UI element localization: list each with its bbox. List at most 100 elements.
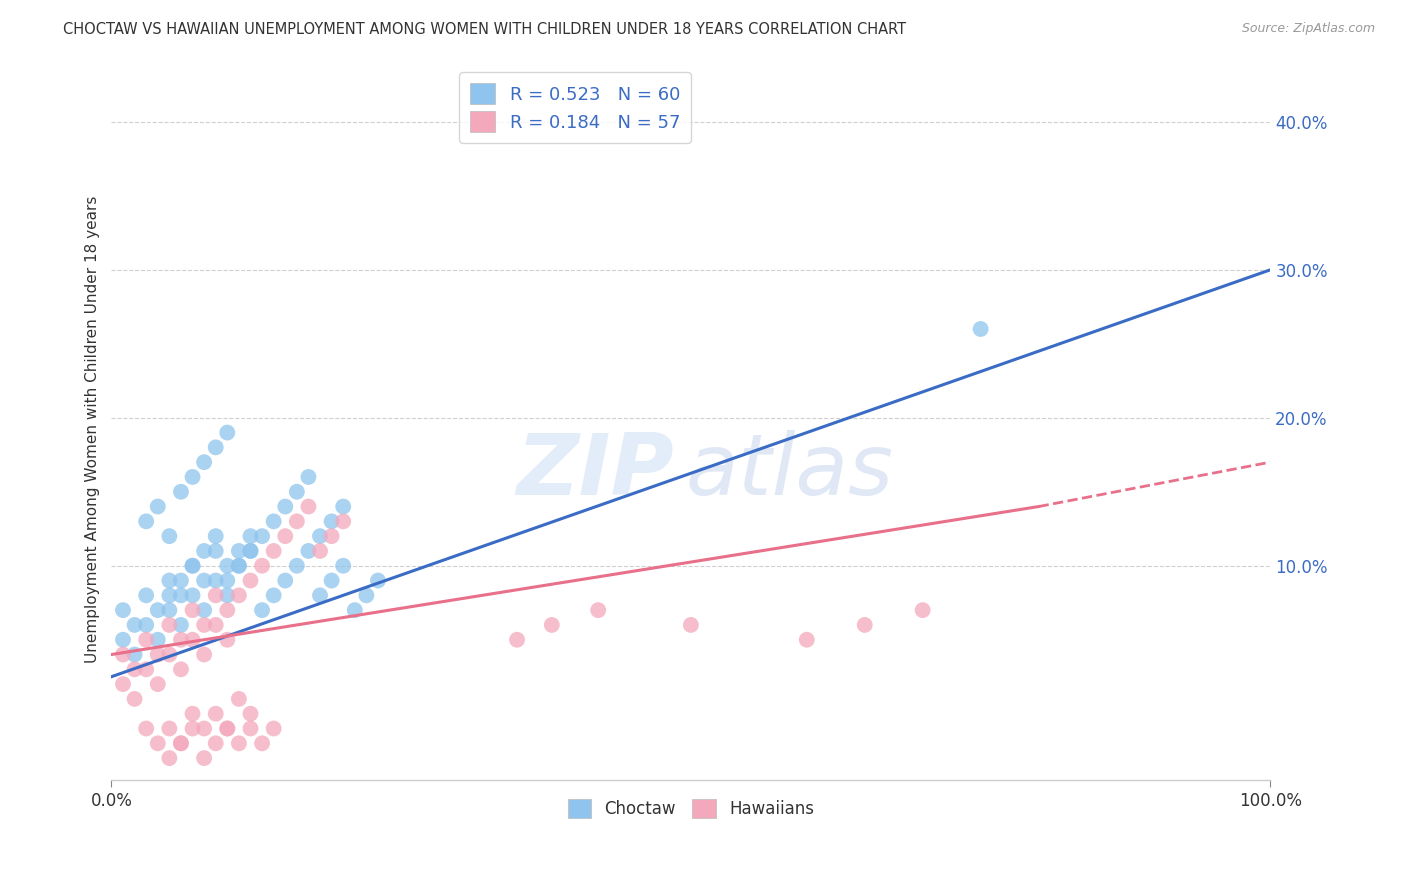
Point: [285, 514, 308, 528]
Point: [274, 574, 297, 588]
Point: [170, 484, 193, 499]
Point: [228, 692, 250, 706]
Point: [111, 632, 134, 647]
Point: [204, 706, 226, 721]
Point: [540, 618, 562, 632]
Point: [239, 706, 262, 721]
Point: [204, 529, 226, 543]
Point: [157, 588, 180, 602]
Point: [321, 529, 343, 543]
Point: [239, 574, 262, 588]
Point: [250, 529, 273, 543]
Point: [146, 677, 169, 691]
Point: [297, 500, 319, 514]
Point: [263, 514, 285, 528]
Y-axis label: Unemployment Among Women with Children Under 18 years: Unemployment Among Women with Children U…: [86, 195, 100, 663]
Point: [193, 722, 215, 736]
Point: [135, 514, 157, 528]
Point: [228, 588, 250, 602]
Point: [217, 558, 239, 573]
Point: [250, 558, 273, 573]
Point: [181, 603, 204, 617]
Point: [217, 632, 239, 647]
Point: [135, 588, 157, 602]
Point: [135, 722, 157, 736]
Point: [181, 722, 204, 736]
Point: [170, 736, 193, 750]
Point: [343, 603, 366, 617]
Point: [285, 484, 308, 499]
Point: [193, 455, 215, 469]
Point: [217, 722, 239, 736]
Point: [228, 736, 250, 750]
Point: [111, 648, 134, 662]
Point: [204, 588, 226, 602]
Point: [263, 722, 285, 736]
Point: [146, 632, 169, 647]
Point: [146, 603, 169, 617]
Point: [239, 544, 262, 558]
Point: [263, 588, 285, 602]
Point: [796, 632, 818, 647]
Point: [332, 514, 354, 528]
Point: [157, 722, 180, 736]
Point: [111, 677, 134, 691]
Point: [250, 736, 273, 750]
Point: [274, 529, 297, 543]
Point: [309, 588, 332, 602]
Legend: Choctaw, Hawaiians: Choctaw, Hawaiians: [561, 792, 821, 825]
Point: [170, 574, 193, 588]
Point: [124, 648, 146, 662]
Point: [285, 558, 308, 573]
Point: [217, 588, 239, 602]
Point: [217, 425, 239, 440]
Point: [321, 574, 343, 588]
Point: [135, 632, 157, 647]
Point: [193, 574, 215, 588]
Point: [309, 529, 332, 543]
Point: [193, 751, 215, 765]
Point: [181, 706, 204, 721]
Point: [157, 751, 180, 765]
Point: [321, 514, 343, 528]
Point: [124, 618, 146, 632]
Point: [204, 574, 226, 588]
Point: [263, 544, 285, 558]
Text: CHOCTAW VS HAWAIIAN UNEMPLOYMENT AMONG WOMEN WITH CHILDREN UNDER 18 YEARS CORREL: CHOCTAW VS HAWAIIAN UNEMPLOYMENT AMONG W…: [63, 22, 907, 37]
Point: [135, 662, 157, 676]
Point: [506, 632, 529, 647]
Point: [297, 470, 319, 484]
Point: [239, 722, 262, 736]
Point: [332, 558, 354, 573]
Point: [146, 736, 169, 750]
Point: [217, 722, 239, 736]
Point: [228, 544, 250, 558]
Point: [124, 662, 146, 676]
Point: [181, 632, 204, 647]
Point: [297, 544, 319, 558]
Point: [157, 574, 180, 588]
Point: [332, 500, 354, 514]
Point: [239, 544, 262, 558]
Point: [157, 648, 180, 662]
Point: [170, 588, 193, 602]
Text: atlas: atlas: [685, 430, 893, 513]
Point: [217, 574, 239, 588]
Point: [853, 618, 876, 632]
Point: [146, 500, 169, 514]
Point: [228, 558, 250, 573]
Point: [146, 648, 169, 662]
Point: [157, 618, 180, 632]
Point: [193, 544, 215, 558]
Text: ZIP: ZIP: [516, 430, 673, 513]
Point: [204, 441, 226, 455]
Point: [969, 322, 991, 336]
Point: [217, 603, 239, 617]
Point: [204, 618, 226, 632]
Point: [679, 618, 702, 632]
Point: [157, 603, 180, 617]
Text: Source: ZipAtlas.com: Source: ZipAtlas.com: [1241, 22, 1375, 36]
Point: [911, 603, 934, 617]
Point: [181, 588, 204, 602]
Point: [157, 529, 180, 543]
